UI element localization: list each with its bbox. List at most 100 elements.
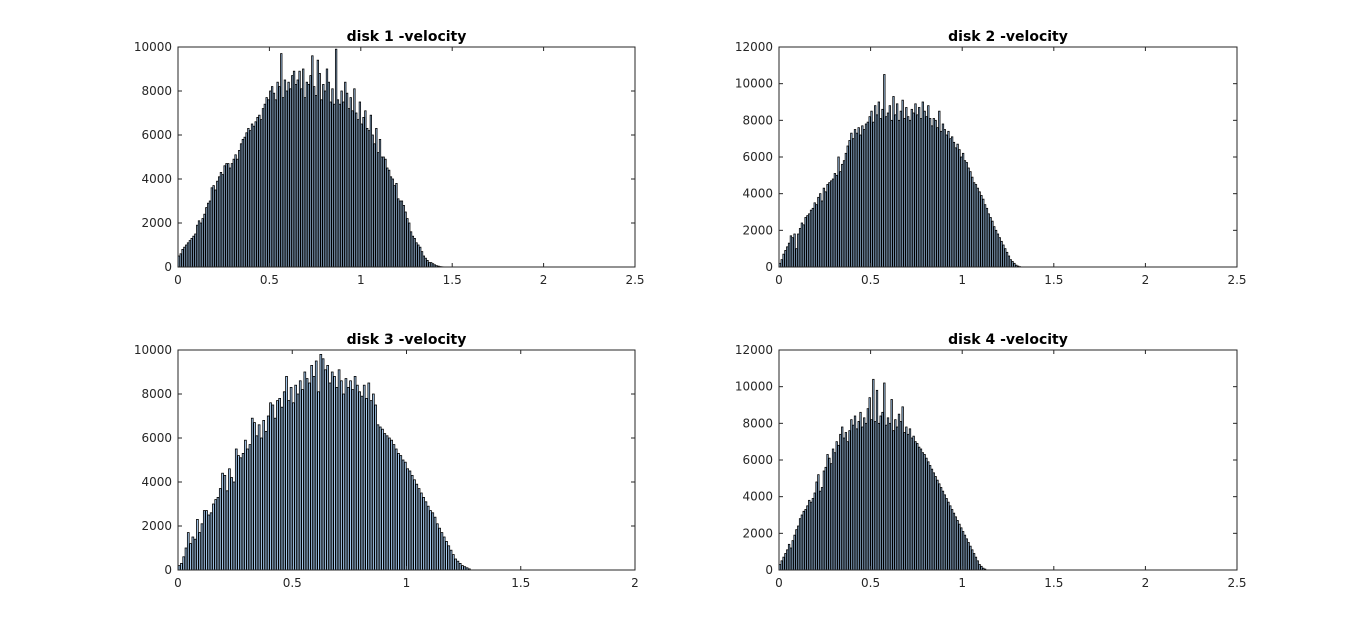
histogram-bar	[894, 114, 897, 268]
histogram-bar	[336, 99, 340, 268]
histogram-bar	[334, 48, 338, 268]
y-tick-label: 6000	[141, 128, 172, 142]
histogram-bar	[305, 81, 309, 268]
histogram-bar	[413, 479, 416, 571]
y-tick-label: 4000	[141, 172, 172, 186]
histogram-bar	[938, 483, 941, 571]
histogram-bar	[916, 114, 919, 268]
histogram-bar	[294, 84, 298, 268]
y-tick-label: 2000	[742, 526, 773, 540]
histogram-bar	[864, 123, 868, 268]
histogram-bar	[863, 417, 866, 571]
histogram-bar	[967, 542, 970, 571]
histogram-bar	[207, 514, 211, 571]
histogram-bar	[301, 389, 304, 571]
histogram-bar	[949, 505, 952, 571]
histogram-bar	[820, 200, 824, 268]
histogram-bar	[938, 110, 941, 268]
histogram-bar	[831, 448, 835, 571]
histogram-bar	[291, 75, 294, 268]
histogram-bar	[321, 358, 325, 571]
histogram-bar	[890, 119, 893, 268]
histogram-bar	[282, 391, 286, 571]
histogram-bar	[351, 110, 354, 268]
histogram-bar	[950, 509, 954, 571]
histogram-bar	[179, 253, 182, 268]
histogram-bar	[322, 84, 325, 268]
x-tick-label: 0	[775, 576, 783, 590]
histogram-bar	[954, 147, 957, 268]
histogram-bar	[267, 99, 270, 268]
histogram-bar	[406, 468, 409, 571]
histogram-bar	[864, 422, 868, 571]
histogram-bar	[177, 565, 181, 571]
histogram-bar	[910, 437, 913, 571]
histogram-bar	[908, 119, 912, 268]
histogram-bar	[429, 510, 432, 571]
histogram-bar	[373, 143, 376, 268]
histogram-bar	[298, 70, 301, 268]
histogram-bar	[356, 384, 359, 571]
histogram-bar	[398, 200, 402, 268]
histogram-bar	[1009, 259, 1012, 268]
histogram-bar	[296, 393, 300, 571]
y-tick-label: 10000	[735, 380, 773, 394]
histogram-bar	[813, 202, 816, 268]
histogram-bar	[956, 520, 959, 571]
histogram-bar	[347, 108, 351, 268]
histogram-bar	[976, 187, 979, 268]
histogram-bar	[232, 481, 236, 571]
histogram-bar	[833, 173, 837, 268]
histogram-bar	[424, 257, 427, 268]
y-tick-label: 0	[765, 563, 773, 577]
histogram-bar	[237, 455, 240, 571]
histogram-bar	[228, 167, 232, 268]
histogram-bar	[918, 107, 921, 268]
histogram-bar	[184, 547, 188, 571]
histogram-bar	[839, 433, 842, 571]
histogram-bar	[806, 505, 809, 571]
histogram-bar	[300, 88, 303, 268]
histogram-bar	[833, 452, 837, 571]
y-axis: 0 2000 4000 6000 8000 10000	[134, 40, 635, 274]
histogram-bar	[308, 382, 311, 571]
histogram-bar	[888, 105, 891, 268]
y-tick-label: 4000	[742, 187, 773, 201]
histogram-bar	[261, 108, 265, 268]
histogram-bar	[404, 461, 407, 571]
histogram-bar	[342, 101, 345, 268]
histogram-bar	[422, 496, 425, 571]
histogram-bar	[846, 145, 849, 268]
histogram-bar	[822, 470, 826, 571]
histogram-bar	[408, 222, 411, 268]
histogram-bar	[378, 138, 382, 268]
histogram-bar	[417, 488, 421, 571]
histogram-bar	[996, 233, 1000, 268]
histogram-bar	[265, 97, 268, 268]
histogram-bar	[1007, 255, 1011, 268]
y-tick-label: 6000	[742, 453, 773, 467]
y-tick-label: 8000	[141, 84, 172, 98]
histogram-bar	[397, 198, 400, 268]
histogram-bar	[303, 371, 307, 571]
histogram-bar	[456, 560, 460, 571]
histogram-bar	[454, 558, 457, 571]
histogram-bar	[197, 220, 201, 268]
histogram-bar	[333, 103, 336, 268]
histogram-bar	[890, 399, 893, 571]
y-tick-label: 0	[765, 260, 773, 274]
histogram-bar	[945, 498, 948, 571]
histogram-bar	[896, 103, 899, 268]
histogram-bar	[883, 382, 886, 571]
histogram-bar	[366, 127, 369, 268]
histogram-bar	[811, 207, 815, 268]
histogram-bar	[344, 81, 347, 268]
histogram-bar	[445, 541, 448, 571]
histogram-bar	[374, 404, 377, 571]
histogram-bar	[961, 531, 965, 571]
histogram-bar	[280, 406, 284, 571]
histogram-bar	[980, 565, 983, 571]
histogram-bar	[210, 187, 213, 268]
histogram-bar	[225, 163, 228, 268]
